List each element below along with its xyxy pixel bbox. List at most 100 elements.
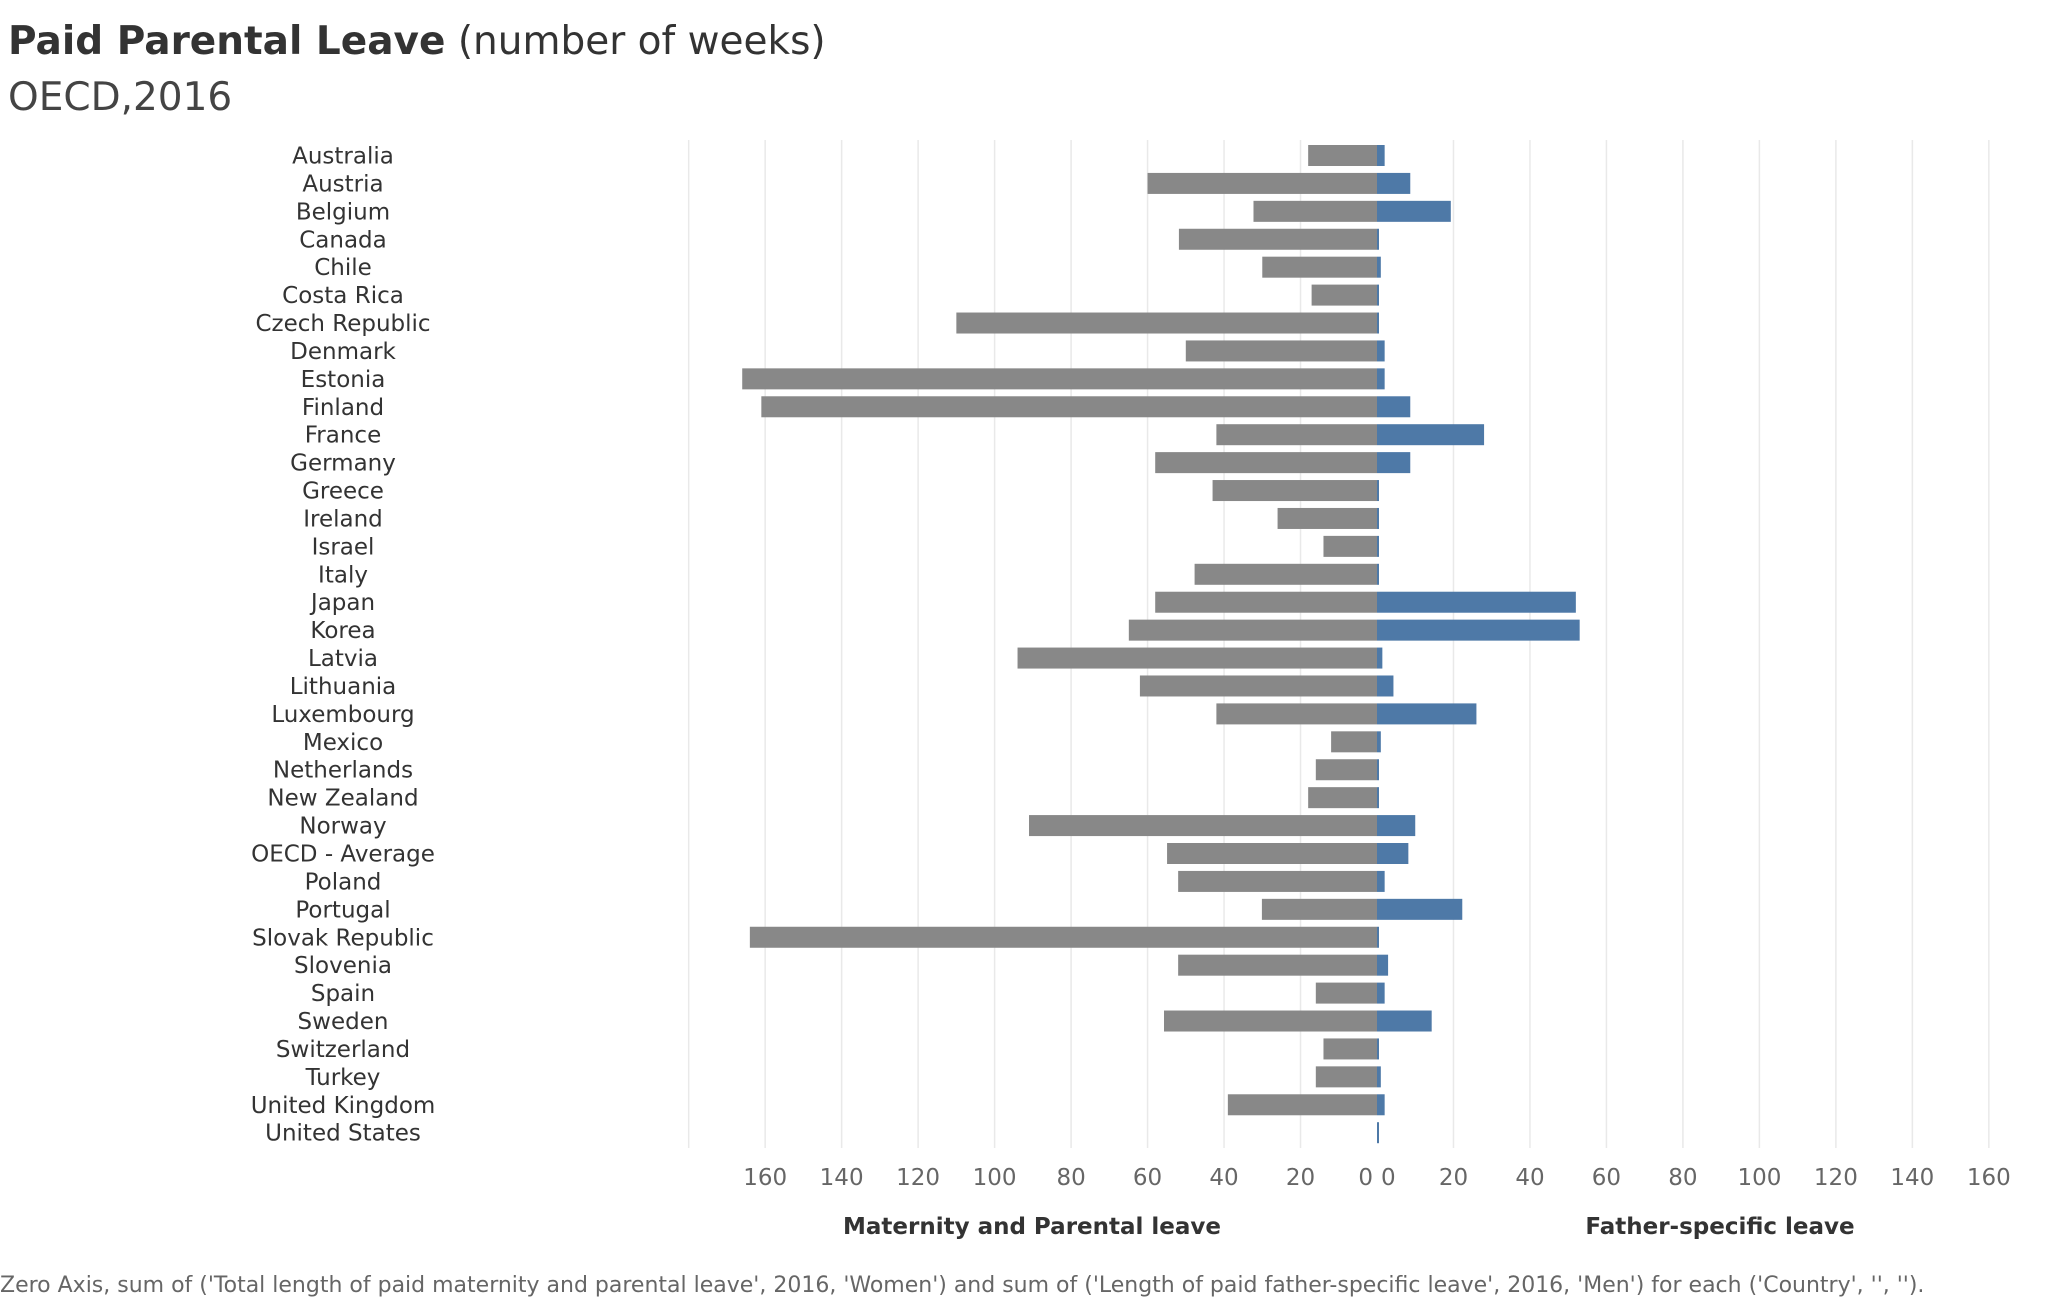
right-tick-label: 0	[1381, 1165, 1396, 1191]
country-label: Costa Rica	[282, 283, 404, 309]
maternity-leave-bar	[1178, 954, 1377, 976]
father-leave-bar	[1377, 1122, 1379, 1144]
left-tick-label: 60	[1133, 1165, 1162, 1191]
father-leave-bar	[1377, 396, 1411, 418]
country-label: Denmark	[290, 339, 396, 365]
left-tick-label: 140	[820, 1165, 864, 1191]
country-label: Slovak Republic	[252, 925, 434, 951]
father-leave-bar	[1377, 312, 1379, 334]
paid-parental-leave-chart: AustraliaAustriaBelgiumCanadaChileCosta …	[251, 140, 2011, 1240]
father-leave-bar	[1377, 424, 1485, 446]
father-leave-bar	[1377, 1094, 1385, 1116]
country-label: France	[305, 423, 381, 449]
maternity-leave-bar	[1277, 507, 1377, 529]
father-leave-bar	[1377, 619, 1580, 641]
country-label: Australia	[292, 144, 394, 170]
right-tick-label: 20	[1439, 1165, 1468, 1191]
maternity-leave-bar	[1315, 982, 1377, 1004]
country-label: Chile	[314, 255, 372, 281]
right-tick-label: 100	[1737, 1165, 1781, 1191]
left-axis-title: Maternity and Parental leave	[843, 1214, 1221, 1240]
left-tick-label: 0	[1358, 1165, 1373, 1191]
country-label: Czech Republic	[255, 311, 430, 337]
maternity-leave-bar	[1262, 256, 1377, 278]
maternity-leave-bar	[1308, 145, 1377, 166]
right-tick-label: 120	[1814, 1165, 1858, 1191]
maternity-leave-bar	[1323, 535, 1377, 557]
maternity-leave-bar	[1216, 703, 1377, 725]
maternity-leave-bar	[1155, 591, 1377, 613]
country-label: Spain	[311, 981, 375, 1007]
country-label: Austria	[302, 171, 383, 197]
country-label: Israel	[312, 534, 375, 560]
father-leave-bar	[1377, 1010, 1432, 1032]
father-leave-bar	[1377, 1066, 1381, 1088]
father-leave-bar	[1377, 982, 1385, 1004]
father-leave-bar	[1377, 480, 1379, 502]
left-tick-label: 120	[896, 1165, 940, 1191]
right-tick-label: 140	[1890, 1165, 1934, 1191]
country-label: Netherlands	[273, 758, 413, 784]
title-block: Paid Parental Leave (number of weeks) OE…	[8, 14, 826, 126]
maternity-leave-bar	[1311, 284, 1377, 306]
maternity-leave-bar	[749, 926, 1377, 948]
father-leave-bar	[1377, 954, 1389, 976]
right-tick-label: 160	[1967, 1165, 2011, 1191]
country-label: Poland	[305, 869, 382, 895]
country-labels: AustraliaAustriaBelgiumCanadaChileCosta …	[251, 144, 436, 1147]
chart-subtitle: OECD,2016	[8, 75, 233, 120]
maternity-leave-bar	[1315, 1066, 1377, 1088]
country-label: Norway	[299, 814, 386, 840]
father-leave-bar	[1377, 731, 1381, 753]
right-tick-label: 60	[1592, 1165, 1621, 1191]
maternity-leave-bar	[761, 396, 1377, 418]
father-leave-bar	[1377, 256, 1381, 278]
maternity-leave-bar	[1261, 898, 1377, 920]
left-tick-label: 100	[973, 1165, 1017, 1191]
country-label: Switzerland	[276, 1037, 410, 1063]
maternity-leave-bar	[1167, 843, 1377, 864]
father-leave-bar	[1377, 200, 1451, 222]
father-leave-bar	[1377, 759, 1379, 781]
father-leave-bar	[1377, 1038, 1379, 1060]
maternity-leave-bar	[742, 368, 1377, 390]
country-label: Finland	[302, 395, 384, 421]
country-label: Japan	[309, 590, 375, 616]
father-leave-bar	[1377, 703, 1477, 725]
maternity-leave-bar	[1253, 200, 1377, 222]
maternity-leave-bar	[1155, 452, 1377, 474]
country-label: New Zealand	[267, 786, 418, 812]
country-label: Belgium	[296, 199, 390, 225]
country-label: Korea	[310, 618, 375, 644]
country-label: United States	[265, 1121, 421, 1147]
country-label: Turkey	[305, 1065, 381, 1091]
maternity-leave-bar	[1212, 480, 1377, 502]
maternity-leave-bar	[1178, 228, 1377, 250]
maternity-leave-bar	[1331, 731, 1377, 753]
chart-footnote: Zero Axis, sum of ('Total length of paid…	[0, 1273, 1925, 1298]
country-label: Sweden	[298, 1009, 389, 1035]
chart-title-main: Paid Parental Leave	[8, 19, 446, 64]
father-leave-bar	[1377, 675, 1394, 697]
country-label: United Kingdom	[251, 1093, 436, 1119]
maternity-leave-bar	[1178, 870, 1377, 892]
maternity-leave-bar	[956, 312, 1377, 334]
right-tick-label: 40	[1515, 1165, 1544, 1191]
country-label: Germany	[290, 451, 396, 477]
maternity-leave-bar	[1147, 172, 1377, 194]
bars	[742, 145, 1580, 1144]
maternity-leave-bar	[1128, 619, 1377, 641]
father-leave-bar	[1377, 787, 1379, 809]
father-leave-bar	[1377, 340, 1385, 362]
country-label: Slovenia	[294, 953, 392, 979]
father-leave-bar	[1377, 870, 1385, 892]
country-label: Latvia	[308, 646, 378, 672]
father-leave-bar	[1377, 898, 1463, 920]
maternity-leave-bar	[1308, 787, 1377, 809]
maternity-leave-bar	[1194, 563, 1377, 585]
country-label: Portugal	[295, 897, 390, 923]
country-label: Italy	[318, 562, 368, 588]
country-label: Canada	[299, 227, 387, 253]
maternity-leave-bar	[1315, 759, 1377, 781]
maternity-leave-bar	[1139, 675, 1377, 697]
